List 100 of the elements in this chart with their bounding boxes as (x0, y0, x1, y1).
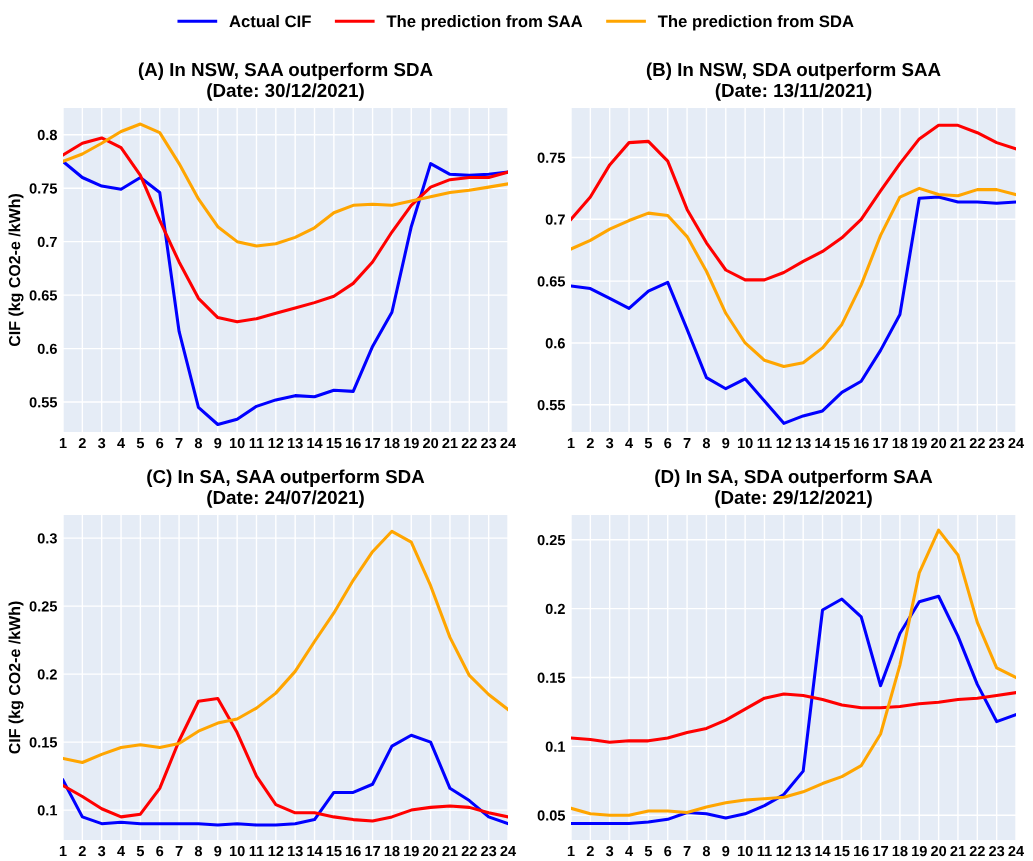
x-tick-label: 9 (722, 845, 730, 857)
x-tick-label: 7 (683, 846, 691, 857)
x-tick-label: 4 (625, 846, 634, 857)
x-tick-label: 24 (500, 437, 517, 449)
y-tick-label: 0.7 (37, 236, 57, 248)
x-tick-label: 5 (136, 438, 145, 449)
y-tick-label: 0.6 (37, 343, 57, 355)
x-tick-label: 18 (384, 845, 400, 857)
x-tick-label: 4 (117, 438, 126, 449)
x-tick-label: 10 (229, 845, 245, 857)
x-tick-label: 22 (461, 845, 477, 857)
x-tick-label: 8 (194, 845, 203, 857)
x-tick-label: 3 (97, 437, 106, 449)
legend-label: The prediction from SAA (386, 15, 583, 31)
line-series (571, 594, 1016, 825)
y-axis-title: CIF (kg CO2-e /kWh) (8, 601, 24, 754)
x-tick-label: 15 (834, 438, 850, 449)
x-tick-label: 15 (326, 846, 342, 857)
x-tick-label: 22 (969, 845, 985, 857)
y-tick-label: 0.75 (537, 152, 566, 163)
x-tick-label: 19 (404, 845, 419, 857)
x-tick-label: 10 (737, 845, 753, 857)
y-tick-label: 0.15 (29, 737, 58, 748)
y-tick-label: 0.25 (29, 601, 58, 612)
x-tick-label: 21 (442, 437, 458, 449)
x-tick-label: 24 (1008, 437, 1025, 449)
y-tick-label: 0.25 (537, 534, 566, 546)
legend-label: Actual CIF (229, 15, 311, 28)
x-tick-label: 2 (586, 845, 594, 857)
x-tick-label: 21 (950, 845, 966, 857)
line-series (571, 186, 1016, 368)
x-tick-label: 14 (307, 438, 323, 449)
x-tick-label: 13 (795, 845, 811, 857)
x-tick-label: 7 (683, 438, 691, 449)
x-tick-label: 17 (365, 438, 381, 449)
line-series (63, 159, 508, 427)
x-tick-label: 11 (249, 846, 264, 857)
x-tick-label: 5 (644, 846, 653, 857)
x-tick-label: 6 (664, 437, 672, 449)
x-tick-label: 19 (912, 437, 927, 449)
x-tick-label: 20 (931, 845, 947, 857)
x-tick-label: 10 (229, 437, 245, 449)
x-tick-label: 4 (117, 846, 126, 857)
x-tick-label: 5 (644, 438, 653, 449)
line-series (63, 122, 508, 248)
x-tick-label: 16 (854, 437, 869, 449)
x-tick-label: 21 (950, 437, 966, 449)
chart-title: (D) In SA, SDA outperform SAA (Date: 29/12/2021) (655, 469, 933, 508)
x-tick-label: 20 (423, 845, 439, 857)
x-tick-label: 17 (873, 846, 889, 857)
x-tick-label: 13 (287, 845, 303, 857)
y-tick-label: 0.05 (537, 810, 566, 821)
x-tick-label: 19 (404, 437, 419, 449)
x-tick-label: 1 (567, 438, 575, 449)
x-tick-label: 18 (892, 845, 908, 857)
y-tick-label: 0.15 (537, 672, 566, 683)
line-series (571, 195, 1016, 425)
chart-title: (A) In NSW, SAA outperform SDA (Date: 30/12/2021) (138, 62, 433, 101)
y-tick-label: 0.6 (545, 338, 565, 349)
x-tick-label: 15 (326, 438, 342, 449)
x-tick-label: 12 (268, 845, 284, 857)
x-tick-label: 3 (605, 437, 614, 449)
y-tick-label: 0.1 (37, 805, 58, 816)
line-series (571, 691, 1016, 744)
x-tick-label: 8 (702, 845, 711, 857)
x-tick-label: 14 (815, 438, 831, 449)
line-series (63, 733, 508, 827)
x-tick-label: 3 (605, 845, 614, 857)
x-tick-label: 7 (175, 846, 183, 857)
x-tick-label: 19 (912, 845, 927, 857)
x-tick-label: 11 (757, 438, 772, 449)
x-tick-label: 2 (586, 437, 594, 449)
y-tick-label: 0.75 (29, 183, 58, 194)
x-tick-label: 23 (481, 437, 497, 449)
x-tick-label: 8 (194, 437, 203, 449)
x-tick-label: 12 (776, 845, 792, 857)
x-tick-label: 18 (892, 437, 908, 449)
x-tick-label: 23 (989, 845, 1005, 857)
x-tick-label: 12 (776, 437, 792, 449)
x-tick-label: 16 (854, 845, 869, 857)
line-series (63, 697, 508, 823)
y-tick-label: 0.2 (37, 669, 57, 680)
x-tick-label: 8 (702, 437, 711, 449)
y-tick-label: 0.2 (545, 603, 565, 615)
x-tick-label: 24 (1008, 845, 1025, 857)
x-tick-label: 17 (365, 846, 381, 857)
line-series (571, 528, 1016, 817)
y-tick-label: 0.1 (545, 741, 566, 752)
x-tick-label: 23 (989, 437, 1005, 449)
y-tick-label: 0.8 (37, 129, 57, 141)
line-series (63, 529, 508, 765)
x-tick-label: 2 (78, 845, 86, 857)
x-tick-label: 22 (969, 437, 985, 449)
x-tick-label: 23 (481, 845, 497, 857)
y-tick-label: 0.7 (545, 214, 565, 225)
x-tick-label: 9 (722, 437, 730, 449)
x-tick-label: 7 (175, 438, 183, 449)
x-tick-label: 1 (567, 846, 575, 857)
x-tick-label: 6 (156, 845, 164, 857)
x-tick-label: 9 (214, 845, 222, 857)
